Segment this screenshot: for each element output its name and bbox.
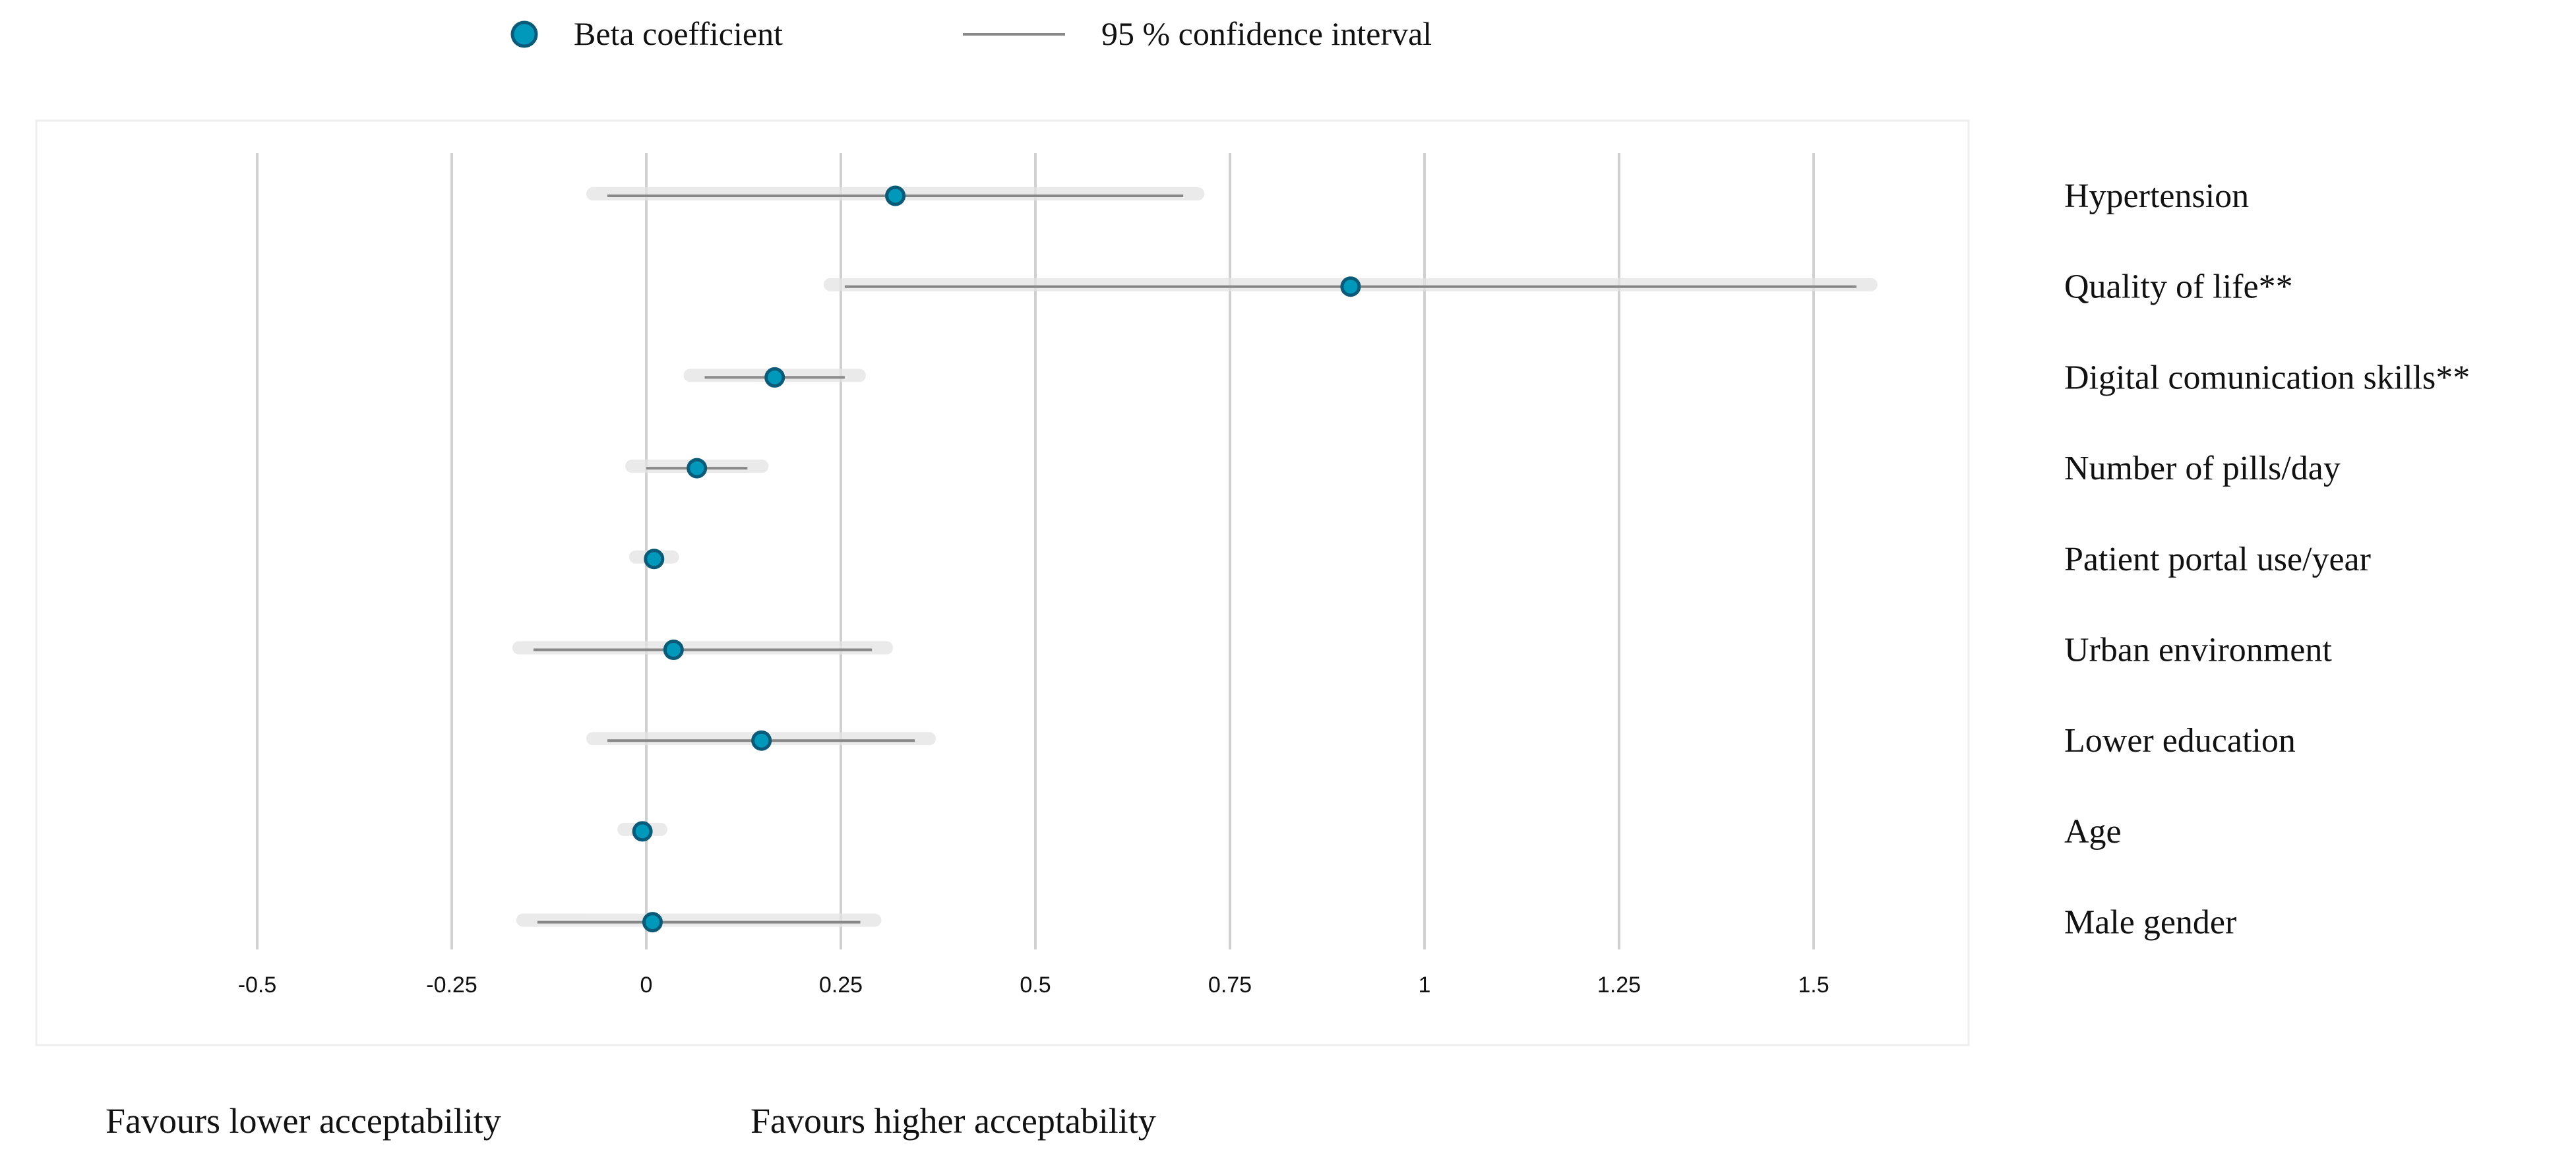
row-label: Patient portal use/year [2064, 541, 2371, 578]
footer-left-label: Favours lower acceptability [106, 1101, 501, 1141]
x-tick-label: -0.5 [238, 973, 277, 998]
legend-point-marker [510, 20, 538, 48]
beta-point [663, 640, 684, 660]
x-tick-label: 1 [1419, 973, 1431, 998]
legend: Beta coefficient 95 % confidence interva… [510, 15, 1432, 52]
x-tick-label: 0.25 [819, 973, 863, 998]
legend-ci-label: 95 % confidence interval [1101, 15, 1432, 52]
row-label: Age [2064, 813, 2122, 851]
legend-point-label: Beta coefficient [574, 15, 783, 52]
x-tick-label: 0 [640, 973, 653, 998]
row-label: Urban environment [2064, 632, 2332, 669]
x-tick-label: 0.75 [1208, 973, 1252, 998]
row-label: Hypertension [2064, 177, 2249, 215]
row-label: Male gender [2064, 904, 2236, 942]
x-tick-label: 1.5 [1798, 973, 1829, 998]
row-label: Digital comunication skills** [2064, 359, 2470, 396]
row-label: Number of pills/day [2064, 450, 2341, 487]
x-axis-tick-labels: -0.5 -0.25 0 0.25 0.5 0.75 1 1.25 1.5 [238, 973, 1829, 998]
row-label: Lower education [2064, 722, 2296, 760]
beta-point [687, 458, 708, 479]
footer-right-label: Favours higher acceptability [751, 1101, 1156, 1141]
x-tick-label: 0.5 [1020, 973, 1051, 998]
beta-point [642, 912, 663, 933]
plot-frame [35, 119, 1970, 1046]
beta-point [644, 549, 665, 570]
x-tick-label: -0.25 [426, 973, 477, 998]
beta-point [632, 821, 653, 842]
beta-point [885, 185, 906, 206]
beta-point [764, 367, 785, 388]
row-label: Quality of life** [2064, 268, 2293, 306]
beta-point [751, 730, 772, 751]
beta-point [1340, 276, 1361, 297]
x-tick-label: 1.25 [1597, 973, 1641, 998]
row-labels: Hypertension Quality of life** Digital com… [2064, 177, 2470, 942]
beta-points [632, 185, 1361, 933]
